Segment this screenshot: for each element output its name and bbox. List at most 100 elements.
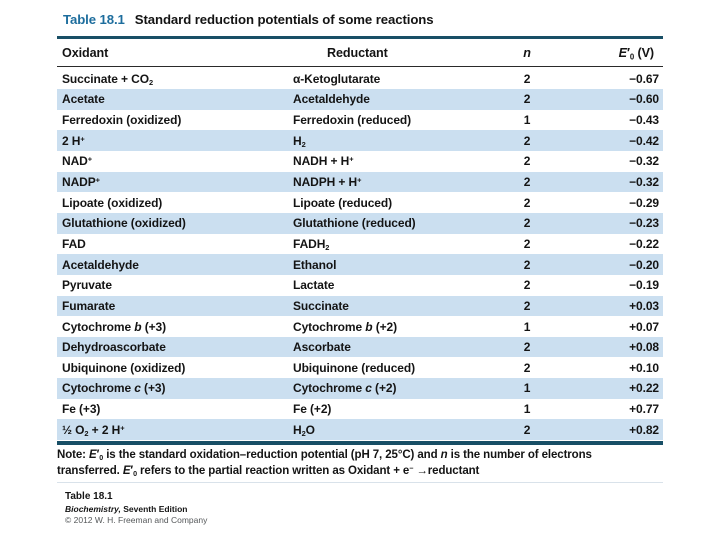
- n-cell: 1: [523, 113, 531, 128]
- table-number: Table 18.1: [63, 12, 125, 27]
- table-row: NAD+ NADH + H+ 2 −0.32: [57, 151, 663, 172]
- table-row: Cytochrome b (+3) Cytochrome b (+2) 1 +0…: [57, 316, 663, 337]
- table-note: Note: E′0 is the standard oxidation–redu…: [57, 448, 663, 479]
- table-row: Lipoate (oxidized) Lipoate (reduced) 2 −…: [57, 192, 663, 213]
- reductant-cell: Ferredoxin (reduced): [293, 113, 412, 128]
- n-cell: 2: [523, 257, 531, 272]
- e0-cell: −0.22: [629, 236, 659, 251]
- n-cell: 2: [523, 422, 531, 437]
- n-cell: 2: [523, 360, 531, 375]
- reductant-cell: α-Ketoglutarate: [293, 71, 381, 86]
- reductant-cell: Ascorbate: [293, 340, 351, 355]
- e0-cell: +0.77: [629, 402, 659, 417]
- table-title-text: Standard reduction potentials of some re…: [134, 12, 434, 27]
- table-row: Glutathione (oxidized) Glutathione (redu…: [57, 212, 663, 234]
- e0-cell: +0.03: [629, 298, 659, 313]
- reductant-cell: Acetaldehyde: [293, 92, 370, 107]
- e0-cell: −0.67: [629, 71, 659, 86]
- oxidant-cell: Cytochrome c (+3): [62, 381, 166, 396]
- note-line-1: Note: E′0 is the standard oxidation–redu…: [57, 449, 592, 463]
- table-row: Succinate + CO2 α-Ketoglutarate 2 −0.67: [57, 69, 663, 90]
- e0-cell: −0.29: [629, 195, 659, 210]
- n-cell: 2: [523, 236, 531, 251]
- oxidant-cell: Fe (+3): [62, 402, 101, 417]
- table-row: NADP+ NADPH + H+ 2 −0.32: [57, 171, 663, 193]
- e0-cell: +0.08: [629, 340, 659, 355]
- oxidant-cell: 2 H+: [62, 133, 85, 148]
- oxidant-cell: Acetaldehyde: [62, 257, 139, 272]
- e0-cell: −0.43: [629, 113, 659, 128]
- table-row: Ferredoxin (oxidized) Ferredoxin (reduce…: [57, 110, 663, 131]
- e0-cell: −0.60: [629, 92, 659, 107]
- oxidant-cell: Fumarate: [62, 298, 116, 313]
- reductant-cell: Succinate: [293, 298, 349, 313]
- table-row: Dehydroascorbate Ascorbate 2 +0.08: [57, 336, 663, 358]
- credit-book-title: Biochemistry, Seventh Edition: [65, 504, 188, 514]
- table-row: Fe (+3) Fe (+2) 1 +0.77: [57, 399, 663, 420]
- e0-cell: +0.22: [629, 381, 659, 396]
- table-row: Acetate Acetaldehyde 2 −0.60: [57, 89, 663, 110]
- oxidant-cell: Cytochrome b (+3): [62, 319, 166, 334]
- oxidant-cell: Ubiquinone (oxidized): [62, 360, 186, 375]
- oxidant-cell: Lipoate (oxidized): [62, 195, 163, 210]
- e0-cell: +0.10: [629, 360, 659, 375]
- n-cell: 2: [523, 195, 531, 210]
- top-rule: [57, 36, 663, 39]
- reductant-cell: H2: [293, 133, 306, 148]
- e0-cell: −0.23: [629, 216, 659, 231]
- reductant-cell: FADH2: [293, 236, 330, 251]
- reductant-cell: Glutathione (reduced): [293, 216, 416, 231]
- oxidant-cell: Acetate: [62, 92, 105, 107]
- reductant-cell: NADPH + H+: [293, 175, 362, 190]
- reductant-cell: Lipoate (reduced): [293, 195, 392, 210]
- table-row: Pyruvate Lactate 2 −0.19: [57, 275, 663, 296]
- credit-copyright: © 2012 W. H. Freeman and Company: [65, 515, 208, 525]
- credit-block: Table 18.1 Biochemistry, Seventh Edition…: [57, 491, 457, 525]
- oxidant-cell: NADP+: [62, 175, 100, 190]
- n-cell: 1: [523, 319, 531, 334]
- column-header-reductant: Reductant: [327, 45, 388, 60]
- n-cell: 1: [523, 402, 531, 417]
- oxidant-cell: Pyruvate: [62, 278, 112, 293]
- n-cell: 2: [523, 216, 531, 231]
- table-title: Table 18.1 Standard reduction potentials …: [57, 12, 663, 27]
- n-cell: 2: [523, 298, 531, 313]
- e0-cell: +0.82: [629, 422, 659, 437]
- oxidant-cell: Glutathione (oxidized): [62, 216, 186, 231]
- credit-table-ref: Table 18.1: [65, 491, 113, 502]
- table-row: Fumarate Succinate 2 +0.03: [57, 295, 663, 317]
- e0-cell: −0.32: [629, 154, 659, 169]
- table-figure: Table 18.1 Standard reduction potentials …: [57, 0, 663, 540]
- reductant-cell: H2O: [293, 422, 315, 437]
- n-cell: 2: [523, 278, 531, 293]
- reductant-cell: Fe (+2): [293, 402, 332, 417]
- oxidant-cell: ½ O2 + 2 H+: [62, 422, 125, 437]
- oxidant-cell: FAD: [62, 236, 86, 251]
- e0-cell: +0.07: [629, 319, 659, 334]
- figure-divider: [57, 482, 663, 483]
- reductant-cell: Cytochrome c (+2): [293, 381, 397, 396]
- e0-cell: −0.42: [629, 133, 659, 148]
- reductant-cell: Lactate: [293, 278, 335, 293]
- table-row: Cytochrome c (+3) Cytochrome c (+2) 1 +0…: [57, 378, 663, 399]
- table-row: Ubiquinone (oxidized) Ubiquinone (reduce…: [57, 357, 663, 378]
- oxidant-cell: Succinate + CO2: [62, 71, 154, 86]
- oxidant-cell: Dehydroascorbate: [62, 340, 166, 355]
- n-cell: 2: [523, 175, 531, 190]
- column-header-oxidant: Oxidant: [62, 45, 109, 60]
- oxidant-cell: NAD+: [62, 154, 92, 169]
- e0-cell: −0.32: [629, 175, 659, 190]
- table-row: ½ O2 + 2 H+ H2O 2 +0.82: [57, 419, 663, 441]
- reductant-cell: Cytochrome b (+2): [293, 319, 397, 334]
- table-body: Succinate + CO2 α-Ketoglutarate 2 −0.67 …: [57, 69, 663, 441]
- column-header-e0: E′0 (V): [618, 45, 654, 61]
- note-line-2: transferred. E′0 refers to the partial r…: [57, 463, 480, 478]
- n-cell: 2: [523, 71, 531, 86]
- n-cell: 1: [523, 381, 531, 396]
- e0-cell: −0.19: [629, 278, 659, 293]
- n-cell: 2: [523, 154, 531, 169]
- reductant-cell: Ubiquinone (reduced): [293, 360, 415, 375]
- n-cell: 2: [523, 92, 531, 107]
- reductant-cell: Ethanol: [293, 257, 337, 272]
